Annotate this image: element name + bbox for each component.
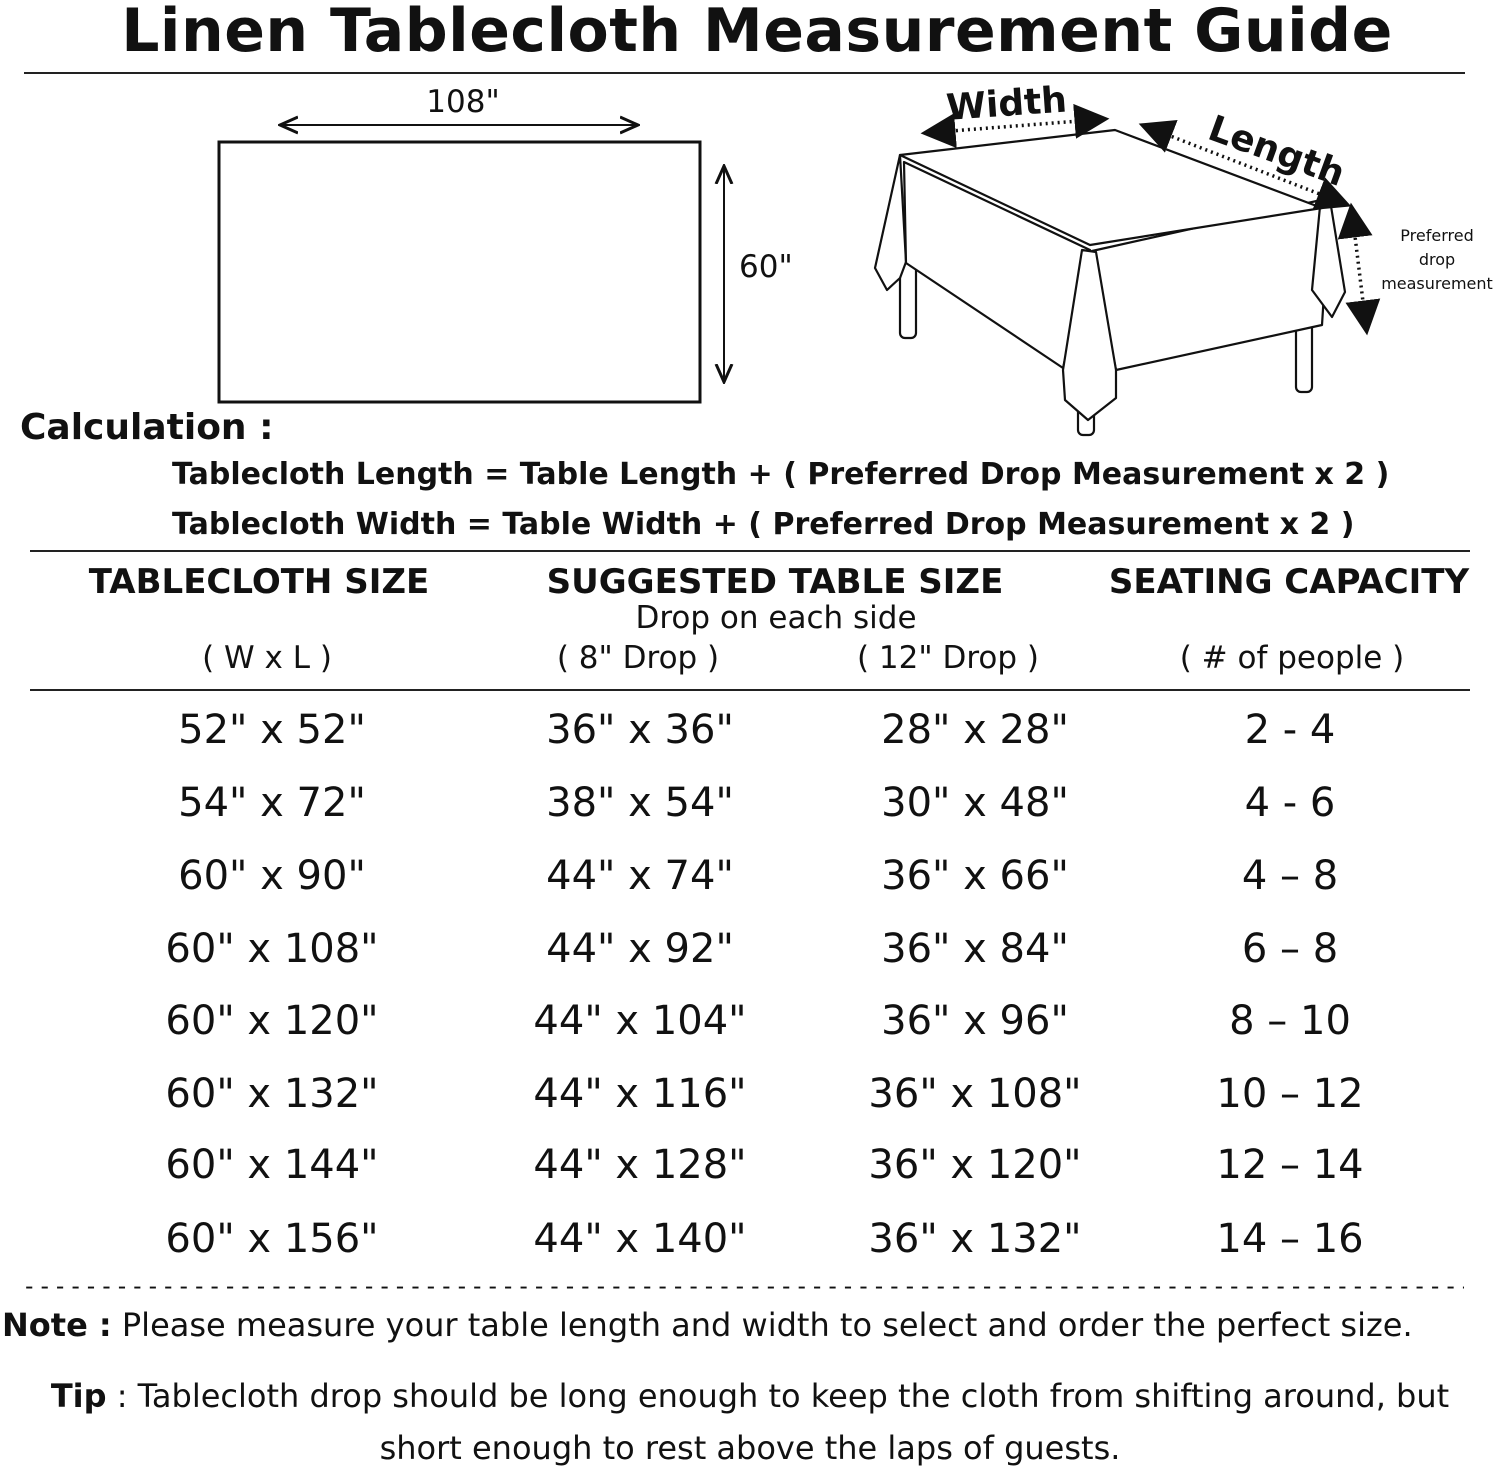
- table-cell: 36" x 84": [881, 926, 1069, 972]
- width-formula: Tablecloth Width = Table Width + ( Prefe…: [172, 507, 1355, 542]
- table-cell: 36" x 108": [868, 1071, 1082, 1117]
- calculation-label: Calculation :: [20, 407, 274, 448]
- table-cell: 60" x 132": [165, 1071, 379, 1117]
- subheader-wxl: ( W x L ): [202, 640, 332, 676]
- table-cell: 4 - 6: [1244, 780, 1336, 826]
- dashed-divider: ----------------------------------------…: [22, 1272, 1464, 1300]
- table-cell: 44" x 140": [533, 1216, 747, 1262]
- tip: Tip : Tablecloth drop should be long eno…: [51, 1370, 1449, 1474]
- note: Note : Please measure your table length …: [2, 1306, 1413, 1344]
- tablecloth-rectangle: [217, 140, 702, 404]
- table-cell: 60" x 90": [178, 853, 366, 899]
- table-cell: 52" x 52": [178, 707, 366, 753]
- table-illustration: [873, 103, 1381, 437]
- table-cell: 36" x 120": [868, 1142, 1082, 1188]
- table-cell: 12 – 14: [1216, 1142, 1364, 1188]
- drop-arrow: [1337, 202, 1381, 336]
- table-cell: 36" x 132": [868, 1216, 1082, 1262]
- table-cell: 36" x 36": [546, 707, 734, 753]
- table-cell: 44" x 92": [546, 926, 734, 972]
- divider: [24, 72, 1465, 74]
- divider: [30, 689, 1470, 691]
- table-cell: 44" x 74": [546, 853, 734, 899]
- header-seating-capacity: SEATING CAPACITY: [1108, 562, 1470, 602]
- drop-label: Preferred drop measurement: [1381, 224, 1493, 296]
- table-cell: 28" x 28": [881, 707, 1069, 753]
- table-cell: 44" x 104": [533, 998, 747, 1044]
- table-cell: 30" x 48": [881, 780, 1069, 826]
- width-arrow: [920, 103, 1110, 149]
- table-cell: 36" x 66": [881, 853, 1069, 899]
- table-cell: 8 – 10: [1229, 998, 1351, 1044]
- table-cell: 54" x 72": [178, 780, 366, 826]
- width-label: Width: [945, 79, 1069, 129]
- divider: [30, 550, 1470, 552]
- flat-height-label: 60": [739, 249, 793, 285]
- table-cell: 60" x 120": [165, 998, 379, 1044]
- drop-caption: Drop on each side: [635, 600, 917, 636]
- drop-label-line: drop: [1418, 250, 1456, 269]
- table-cell: 6 – 8: [1241, 926, 1339, 972]
- flat-width-label: 108": [426, 84, 500, 120]
- subheader-8-drop: ( 8" Drop ): [556, 640, 720, 676]
- table-cell: 60" x 108": [165, 926, 379, 972]
- subheader-12-drop: ( 12" Drop ): [856, 640, 1040, 676]
- table-cell: 10 – 12: [1216, 1071, 1364, 1117]
- table-cell: 38" x 54": [546, 780, 734, 826]
- table-cell: 44" x 116": [533, 1071, 747, 1117]
- tip-text-2: short enough to rest above the laps of g…: [379, 1429, 1121, 1467]
- note-label: Note :: [2, 1306, 112, 1344]
- table-cell: 36" x 96": [881, 998, 1069, 1044]
- drop-label-line: measurement: [1381, 274, 1493, 293]
- subheader-people: ( # of people ): [1179, 640, 1405, 676]
- tip-label: Tip: [50, 1377, 107, 1415]
- tip-text: : Tablecloth drop should be long enough …: [106, 1377, 1450, 1415]
- table-cell: 4 – 8: [1241, 853, 1339, 899]
- length-arrow: [1138, 120, 1352, 210]
- drop-label-line: Preferred: [1400, 226, 1474, 245]
- table-cell: 60" x 156": [165, 1216, 379, 1262]
- page-title: Linen Tablecloth Measurement Guide: [121, 0, 1393, 66]
- table-cell: 14 – 16: [1216, 1216, 1364, 1262]
- table-cell: 2 - 4: [1244, 707, 1336, 753]
- header-tablecloth-size: TABLECLOTH SIZE: [88, 562, 430, 602]
- table-cell: 44" x 128": [533, 1142, 747, 1188]
- flat-tablecloth-diagram: [217, 80, 860, 404]
- length-formula: Tablecloth Length = Table Length + ( Pre…: [172, 457, 1390, 492]
- header-suggested-table-size: SUGGESTED TABLE SIZE: [546, 562, 1004, 602]
- table-cell: 60" x 144": [165, 1142, 379, 1188]
- note-text: Please measure your table length and wid…: [111, 1306, 1413, 1344]
